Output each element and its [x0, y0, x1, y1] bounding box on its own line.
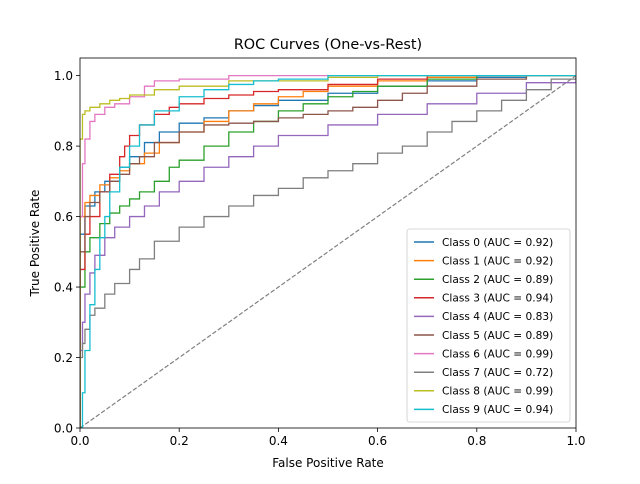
roc-curve-class-2 — [80, 74, 576, 428]
curves-layer — [80, 74, 576, 428]
y-tick-label: 0.8 — [54, 140, 73, 154]
y-tick-label: 0.4 — [54, 281, 73, 295]
x-tick-label: 1.0 — [566, 434, 585, 448]
legend: Class 0 (AUC = 0.92) Class 1 (AUC = 0.92)… — [406, 228, 571, 423]
legend-label-class-9: Class 9 (AUC = 0.94) — [442, 404, 553, 416]
roc-curve-class-4 — [80, 75, 576, 428]
roc-curve-class-9 — [80, 74, 576, 428]
roc-curve-class-6 — [80, 74, 576, 428]
x-tick-label: 0.0 — [70, 434, 89, 448]
axes-frame — [79, 57, 577, 429]
x-axis-ticks: 0.0 0.2 0.4 0.6 0.8 1.0 — [70, 428, 586, 448]
y-axis-ticks: 0.0 0.2 0.4 0.6 0.8 1.0 — [54, 69, 80, 436]
plot-area — [80, 74, 576, 428]
roc-curve-class-7 — [80, 75, 576, 428]
x-tick-label: 0.6 — [368, 434, 387, 448]
legend-label-class-0: Class 0 (AUC = 0.92) — [442, 237, 553, 249]
x-tick-label: 0.4 — [269, 434, 288, 448]
legend-label-class-2: Class 2 (AUC = 0.89) — [442, 274, 553, 286]
x-tick-label: 0.8 — [467, 434, 486, 448]
y-axis-label: True Positive Rate — [28, 190, 42, 298]
legend-label-class-6: Class 6 (AUC = 0.99) — [442, 348, 553, 360]
legend-label-class-3: Class 3 (AUC = 0.94) — [442, 293, 553, 305]
chance-diagonal-line — [80, 75, 576, 428]
roc-curve-class-5 — [80, 74, 576, 428]
legend-label-class-1: Class 1 (AUC = 0.92) — [442, 255, 553, 267]
legend-label-class-5: Class 5 (AUC = 0.89) — [442, 330, 553, 342]
y-tick-label: 0.6 — [54, 210, 73, 224]
x-axis-label: False Positive Rate — [272, 456, 384, 470]
legend-box — [406, 228, 571, 423]
roc-curve-class-3 — [80, 74, 576, 428]
chart-title: ROC Curves (One-vs-Rest) — [234, 37, 422, 53]
legend-label-class-8: Class 8 (AUC = 0.99) — [442, 386, 553, 398]
y-tick-label: 1.0 — [54, 69, 73, 83]
y-tick-label: 0.2 — [54, 351, 73, 365]
y-tick-label: 0.0 — [54, 422, 73, 436]
legend-label-class-7: Class 7 (AUC = 0.72) — [442, 367, 553, 379]
legend-label-class-4: Class 4 (AUC = 0.83) — [442, 311, 553, 323]
x-tick-label: 0.2 — [170, 434, 189, 448]
